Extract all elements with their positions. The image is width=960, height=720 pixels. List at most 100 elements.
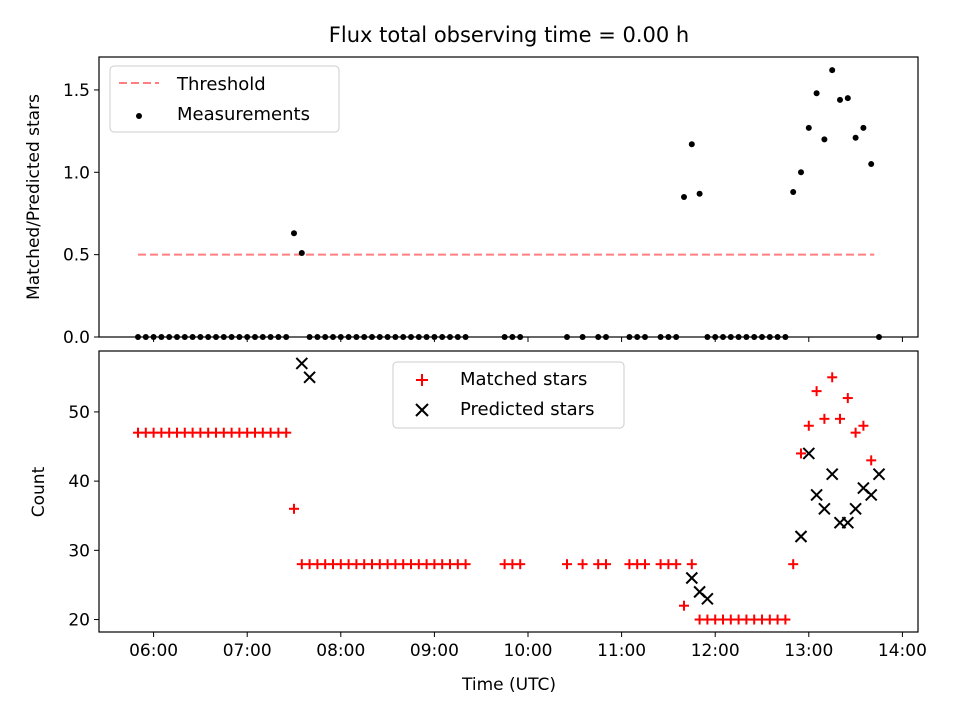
matched-star-marker	[819, 413, 830, 424]
measurement-point	[782, 334, 789, 340]
matched-star-marker	[780, 614, 791, 625]
predicted-marker-b	[794, 530, 808, 543]
measurement-point	[267, 334, 274, 340]
measurement-point	[564, 334, 570, 340]
measurement-point	[322, 334, 329, 340]
measurement-point	[158, 334, 165, 340]
top-y-tick-label: 0.5	[63, 246, 90, 266]
measurement-point	[189, 334, 196, 340]
matched-star-marker	[842, 393, 853, 404]
measurements-legend-label: Measurements	[177, 104, 310, 125]
measurement-point	[181, 334, 188, 340]
measurement-point	[298, 250, 305, 256]
measurement-point	[353, 334, 360, 340]
measurement-point	[439, 334, 446, 340]
matched-star-marker	[835, 413, 845, 424]
measurement-point	[236, 334, 243, 340]
measurement-point	[829, 67, 836, 74]
bottom-x-tick-label: 12:00	[691, 641, 740, 661]
measurements-legend-swatch	[136, 113, 142, 119]
measurement-point	[759, 334, 765, 340]
matched-legend-label: Matched stars	[460, 369, 587, 390]
measurement-point	[626, 334, 633, 340]
chart-title: Flux total observing time = 0.00 h	[329, 23, 689, 47]
measurement-point	[275, 334, 282, 340]
predicted-legend-swatch	[415, 403, 429, 417]
measurement-point	[681, 194, 687, 200]
bottom-legend-frame	[392, 361, 625, 429]
matched-star-marker	[827, 372, 838, 383]
measurement-point	[337, 334, 344, 340]
predicted-marker-b	[872, 467, 886, 481]
matched-star-marker	[289, 503, 299, 514]
measurement-point	[579, 334, 586, 340]
ratio-plot-area: 0.0 0.5 1.0 1.5	[63, 56, 919, 348]
measurement-point	[704, 334, 711, 340]
matched-star-marker	[788, 559, 799, 570]
measurement-point	[228, 334, 235, 340]
measurement-point	[790, 189, 797, 196]
measurement-point	[665, 334, 672, 340]
measurement-point	[431, 334, 438, 340]
measurement-point	[150, 334, 157, 340]
bottom-y-tick-label: 30	[68, 541, 90, 561]
matched-star-marker	[460, 559, 471, 570]
matched-star-marker	[858, 420, 869, 431]
bottom-y-tick-label: 20	[68, 611, 90, 631]
measurement-point	[361, 334, 368, 340]
measurement-point	[314, 334, 321, 340]
predicted-marker-b	[685, 571, 699, 585]
bottom-x-tick-label: 10:00	[504, 641, 553, 661]
measurement-point	[720, 334, 726, 340]
predicted-marker-b	[849, 502, 862, 516]
measurement-point	[408, 334, 414, 340]
predicted-star-marker	[849, 502, 862, 516]
predicted-marker-b	[802, 447, 816, 460]
bottom-x-tick-label: 14:00	[878, 641, 927, 661]
measurement-point	[743, 334, 750, 340]
measurement-point	[213, 334, 219, 340]
measurement-point	[868, 161, 875, 168]
measurement-point	[813, 90, 820, 97]
measurement-point	[462, 334, 469, 340]
bottom-x-tick-label: 13:00	[784, 641, 833, 661]
predicted-star-marker	[685, 571, 699, 585]
matched-star-marker	[577, 559, 588, 570]
measurement-point	[376, 334, 383, 340]
measurement-point	[384, 334, 391, 340]
measurement-point	[876, 334, 882, 340]
top-y-tick-label: 0.0	[63, 328, 90, 348]
measurement-point	[205, 334, 212, 340]
measurement-point	[798, 169, 804, 176]
measurement-point	[454, 334, 461, 340]
predicted-marker-b	[810, 488, 823, 502]
matched-legend-swatch	[416, 374, 428, 386]
threshold-legend-label: Threshold	[176, 74, 266, 95]
matched-star-marker	[281, 427, 292, 438]
measurement-point	[603, 334, 609, 340]
measurement-point	[369, 334, 375, 340]
measurement-point	[844, 95, 851, 102]
measurement-point	[252, 334, 258, 340]
measurement-point	[244, 334, 251, 340]
measurement-point	[657, 334, 664, 340]
measurement-point	[774, 334, 781, 340]
predicted-star-marker	[701, 592, 714, 605]
measurement-point	[860, 124, 867, 131]
bottom-x-tick-label: 11:00	[597, 641, 646, 661]
measurement-point	[135, 334, 141, 340]
bottom-x-tick-label: 06:00	[129, 641, 178, 661]
measurement-point	[517, 334, 524, 340]
measurement-point	[712, 334, 719, 340]
predicted-marker-b	[701, 592, 714, 605]
measurement-point	[259, 334, 266, 340]
measurement-point	[283, 334, 290, 340]
measurement-point	[595, 334, 602, 340]
matched-star-marker	[679, 600, 689, 611]
top-y-tick-label: 1.5	[63, 81, 90, 101]
predicted-marker-b	[295, 357, 309, 370]
measurement-point	[727, 334, 734, 340]
measurement-point	[642, 334, 648, 340]
measurement-point	[400, 334, 407, 340]
